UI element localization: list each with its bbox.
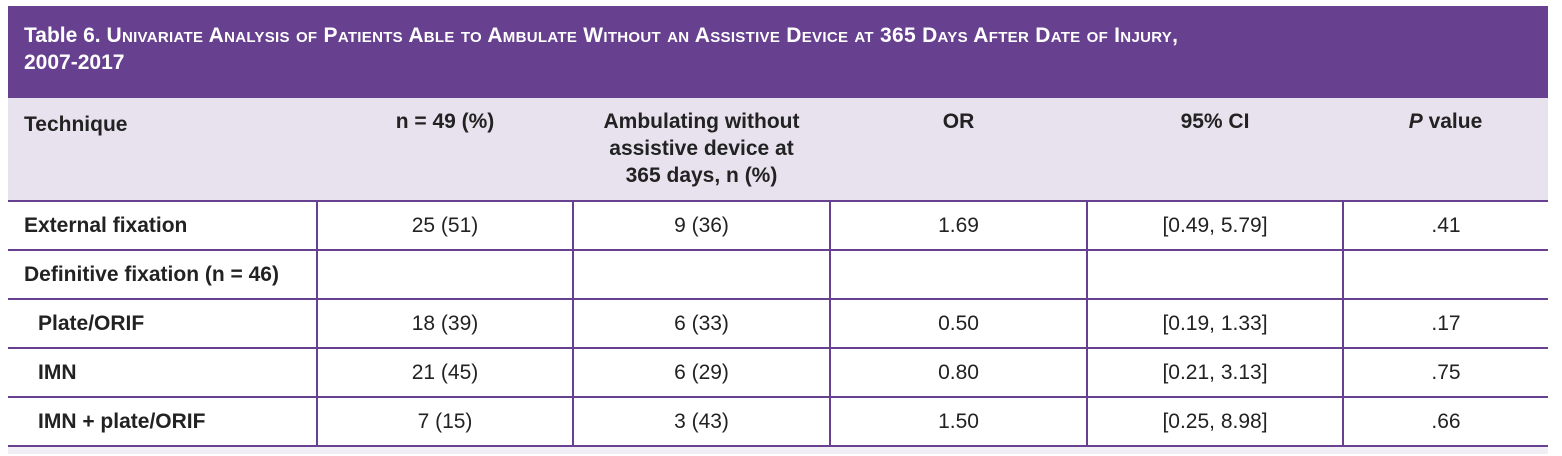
table-footer-strip [8, 447, 1548, 454]
cell-ambulating: 6 (29) [572, 347, 830, 398]
cell-or: 1.50 [829, 396, 1087, 447]
cell-ci: [0.25, 8.98] [1086, 396, 1343, 447]
cell-technique: Definitive fixation (n = 46) [8, 249, 317, 300]
col-header-ambulating-line2: assistive device at [609, 137, 794, 160]
col-header-n: n = 49 (%) [317, 98, 573, 202]
cell-ambulating: 3 (43) [572, 396, 830, 447]
col-header-p-italic: P [1408, 110, 1423, 133]
cell-p: .66 [1342, 396, 1548, 447]
table-title-years: 2007-2017 [24, 51, 125, 74]
cell-n: 21 (45) [316, 347, 573, 398]
col-header-ambulating-line1: Ambulating without [603, 110, 800, 133]
header-row: Technique n = 49 (%) Ambulating without … [8, 98, 1548, 202]
cell-p: .75 [1342, 347, 1548, 398]
table-container: Table 6. Univariate Analysis of Patients… [8, 6, 1548, 456]
cell-or: 0.80 [829, 347, 1087, 398]
cell-or [829, 249, 1087, 300]
table-row: IMN 21 (45) 6 (29) 0.80 [0.21, 3.13] .75 [8, 347, 1548, 398]
cell-technique: External fixation [8, 200, 317, 251]
cell-n: 18 (39) [316, 298, 573, 349]
cell-ci: [0.21, 3.13] [1086, 347, 1343, 398]
col-header-ambulating-line3: 365 days, n (%) [625, 164, 778, 187]
table-number: Table 6. [24, 24, 101, 47]
table-row: Definitive fixation (n = 46) [8, 249, 1548, 300]
col-header-or: OR [830, 98, 1087, 202]
cell-p [1342, 249, 1548, 300]
table-title-text: Univariate Analysis of Patients Able to … [106, 24, 1179, 47]
cell-p: .17 [1342, 298, 1548, 349]
cell-technique: IMN [8, 347, 317, 398]
cell-or: 0.50 [829, 298, 1087, 349]
cell-ambulating [572, 249, 830, 300]
cell-technique: Plate/ORIF [8, 298, 317, 349]
cell-n: 25 (51) [316, 200, 573, 251]
cell-ci: [0.49, 5.79] [1086, 200, 1343, 251]
table-title: Table 6. Univariate Analysis of Patients… [8, 6, 1548, 98]
cell-ambulating: 9 (36) [572, 200, 830, 251]
table-row: IMN + plate/ORIF 7 (15) 3 (43) 1.50 [0.2… [8, 396, 1548, 447]
cell-or: 1.69 [829, 200, 1087, 251]
cell-p: .41 [1342, 200, 1548, 251]
cell-n: 7 (15) [316, 396, 573, 447]
table-row: External fixation 25 (51) 9 (36) 1.69 [0… [8, 200, 1548, 251]
cell-ambulating: 6 (33) [572, 298, 830, 349]
table-row: Plate/ORIF 18 (39) 6 (33) 0.50 [0.19, 1.… [8, 298, 1548, 349]
col-header-ambulating: Ambulating without assistive device at 3… [573, 98, 830, 202]
cell-technique: IMN + plate/ORIF [8, 396, 317, 447]
col-header-ci: 95% CI [1087, 98, 1343, 202]
cell-n [316, 249, 573, 300]
cell-ci: [0.19, 1.33] [1086, 298, 1343, 349]
col-header-p: P value [1343, 98, 1548, 202]
col-header-p-rest: value [1422, 110, 1483, 133]
col-header-technique: Technique [8, 98, 317, 202]
cell-ci [1086, 249, 1343, 300]
data-table: Technique n = 49 (%) Ambulating without … [8, 98, 1548, 447]
